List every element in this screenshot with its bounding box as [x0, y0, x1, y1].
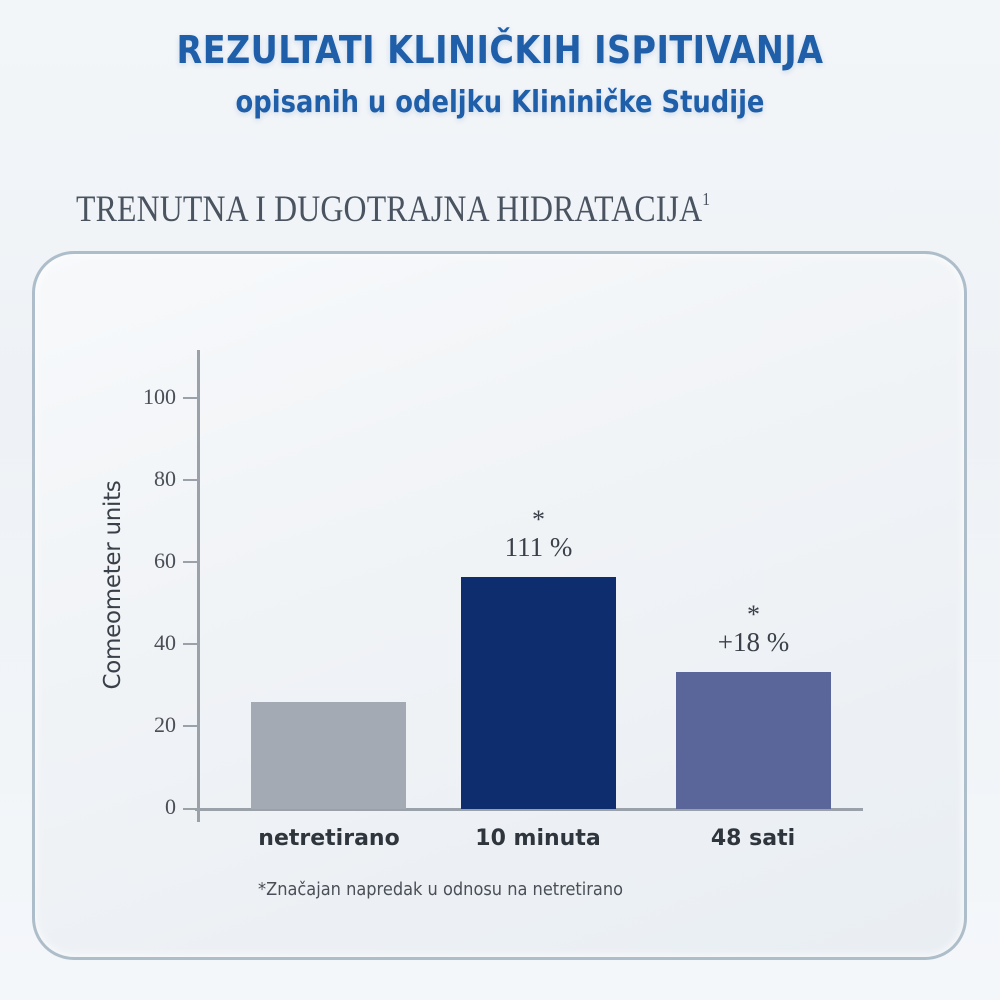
- y-tick-label: 100: [143, 384, 176, 409]
- reference-superscript: 1: [702, 189, 711, 209]
- significance-star: *: [532, 505, 545, 534]
- page-subtitle: opisanih u odeljku Klininičke Studije: [235, 85, 765, 120]
- significance-star: *: [747, 600, 760, 629]
- y-axis-label: Comeometer units: [100, 480, 126, 690]
- y-tick-label: 80: [154, 466, 176, 491]
- y-tick-60: [183, 561, 198, 563]
- y-tick-label: 20: [154, 712, 176, 737]
- chart-title-text: TRENUTNA I DUGOTRAJNA HIDRATACIJA: [76, 189, 703, 230]
- y-axis: [197, 350, 200, 822]
- y-tick-40: [183, 643, 198, 645]
- bar-annotation-48-sati: +18 %: [717, 627, 790, 657]
- x-label-netretirano: netretirano: [258, 826, 400, 851]
- y-tick-label: 40: [154, 630, 176, 655]
- bar-annotation-10-minuta: 111 %: [504, 532, 573, 562]
- page-title: REZULTATI KLINIČKIH ISPITIVANJA: [176, 28, 824, 72]
- x-label-10-minuta: 10 minuta: [475, 826, 601, 851]
- y-tick-0: [183, 808, 198, 810]
- bar-48-sati: [676, 672, 831, 809]
- footnote: *Značajan napredak u odnosu na netretira…: [258, 879, 624, 900]
- chart-title: TRENUTNA I DUGOTRAJNA HIDRATACIJA1: [76, 188, 710, 231]
- y-tick-80: [183, 479, 198, 481]
- y-tick-label: 60: [154, 548, 176, 573]
- y-tick-label: 0: [165, 794, 176, 819]
- y-tick-100: [183, 397, 198, 399]
- bar-10-minuta: [461, 577, 616, 809]
- bar-netretirano: [251, 702, 406, 809]
- x-axis: [195, 808, 863, 811]
- x-label-48-sati: 48 sati: [710, 826, 796, 851]
- y-tick-20: [183, 725, 198, 727]
